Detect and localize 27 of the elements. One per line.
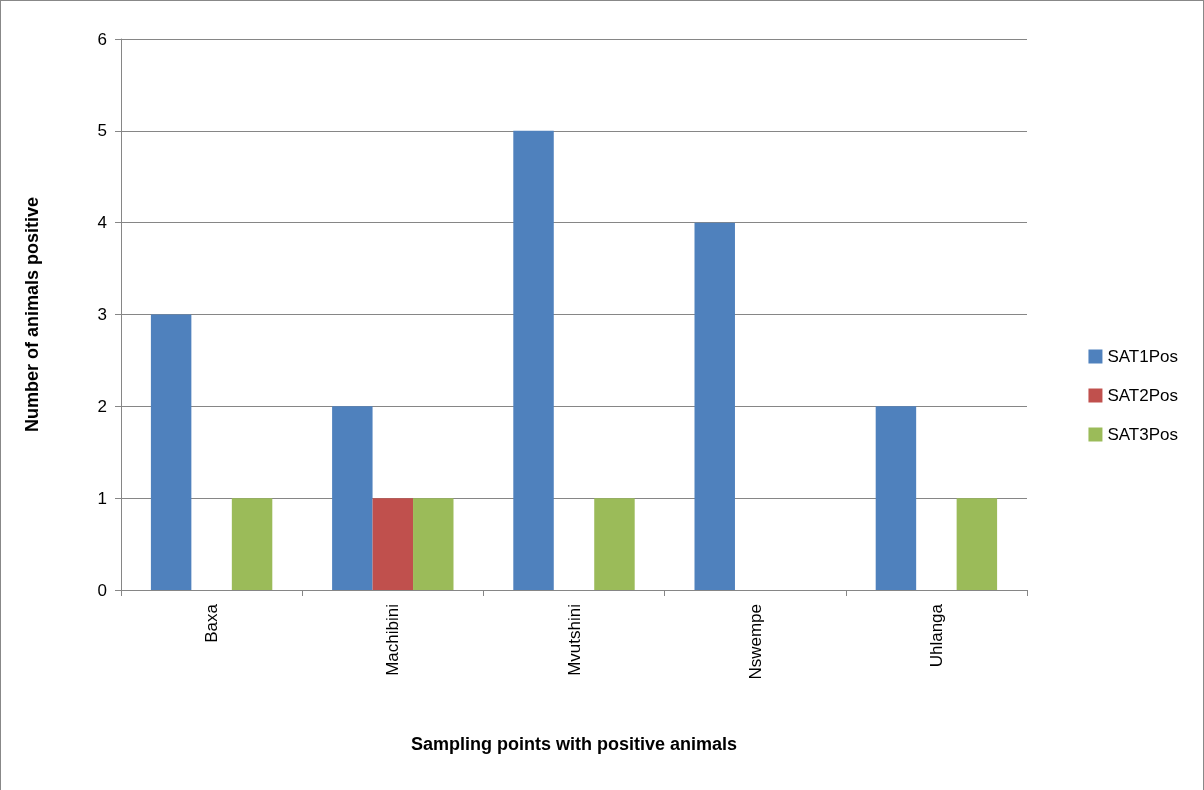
x-axis-title: Sampling points with positive animals xyxy=(410,734,738,754)
x-tick-label: Baxa xyxy=(202,603,222,643)
y-tick-label: 1 xyxy=(97,488,107,508)
bar xyxy=(150,314,192,590)
bar xyxy=(694,222,735,590)
y-tick-label: 6 xyxy=(97,29,107,49)
y-tick-label: 2 xyxy=(97,396,107,416)
x-tick-label: Machibini xyxy=(383,604,403,676)
y-axis-title: Number of animals positive xyxy=(22,196,42,433)
legend-label: SAT1Pos xyxy=(1107,347,1179,366)
y-tick-label: 4 xyxy=(97,213,107,233)
x-tick-label: Uhlanga xyxy=(926,603,946,668)
x-tick-label: Mvutshini xyxy=(564,604,584,676)
bar xyxy=(513,130,554,590)
legend-label: SAT3Pos xyxy=(1107,425,1179,444)
bar xyxy=(231,498,273,590)
legend-label: SAT2Pos xyxy=(1107,386,1179,405)
bar xyxy=(594,498,635,590)
bar xyxy=(875,406,917,590)
y-tick-label: 5 xyxy=(97,121,107,141)
y-tick-label: 0 xyxy=(97,580,107,600)
bar xyxy=(413,498,454,590)
y-tick-label: 3 xyxy=(97,305,107,324)
x-tick-label: Nswempe xyxy=(745,604,765,680)
bar xyxy=(372,498,414,590)
bar xyxy=(332,406,373,590)
bar xyxy=(956,498,998,590)
